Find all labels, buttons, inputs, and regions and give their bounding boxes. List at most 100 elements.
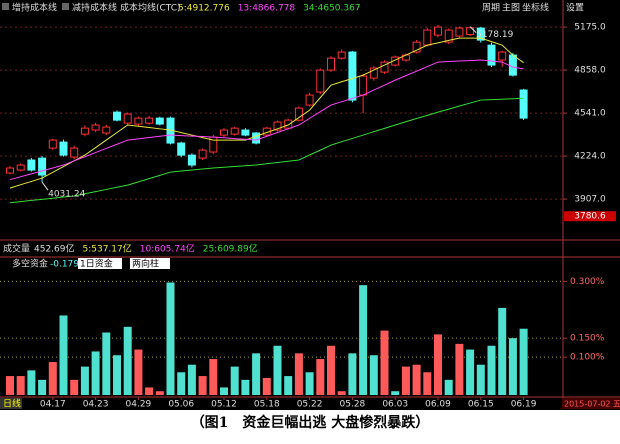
toolbar-item[interactable]: 设置 bbox=[566, 3, 584, 14]
bar bbox=[102, 332, 111, 395]
bar bbox=[273, 345, 282, 395]
period-label[interactable]: 日线 bbox=[3, 398, 21, 410]
y-tick-label: 0.100% bbox=[570, 353, 605, 363]
legend-title: 成本均线(CTC) bbox=[120, 2, 181, 14]
candle-body bbox=[16, 164, 25, 171]
candle-body bbox=[466, 27, 475, 36]
y-tick-label: 3907.0 bbox=[574, 195, 606, 205]
ma-line bbox=[9, 37, 524, 189]
bar bbox=[348, 353, 357, 395]
candle-body bbox=[487, 44, 496, 66]
dropdown[interactable] bbox=[130, 258, 170, 269]
bar bbox=[369, 355, 378, 395]
candle-body bbox=[294, 107, 303, 121]
dropdown-label[interactable]: 两向柱 bbox=[132, 258, 159, 270]
annotation-arrow bbox=[469, 26, 477, 34]
bar bbox=[155, 391, 164, 395]
bar bbox=[145, 387, 154, 395]
x-tick-label: 06.03 bbox=[382, 400, 408, 410]
candle-body bbox=[113, 111, 121, 121]
low-label: 3780.6 bbox=[574, 212, 606, 222]
bar bbox=[444, 379, 453, 395]
y-tick-label: 4224.0 bbox=[574, 152, 606, 162]
candle-body bbox=[91, 124, 100, 131]
candle-body bbox=[316, 69, 325, 93]
legend-entry: 5:4912.776 bbox=[178, 4, 230, 14]
bar bbox=[337, 391, 346, 395]
candle-body bbox=[273, 121, 282, 131]
bar bbox=[134, 349, 143, 395]
bar bbox=[380, 330, 389, 395]
dropdown-label[interactable]: 1日资金 bbox=[80, 258, 113, 270]
candle-body bbox=[6, 167, 14, 174]
candle-body bbox=[508, 54, 517, 76]
candle-body bbox=[327, 57, 335, 71]
toolbar-item[interactable]: 坐标线 bbox=[522, 2, 549, 14]
bar bbox=[487, 345, 496, 395]
candle-body bbox=[305, 94, 314, 106]
bar bbox=[220, 387, 228, 395]
x-tick-label: 04.17 bbox=[40, 400, 66, 410]
panel-title: 多空资金 bbox=[12, 258, 48, 270]
bar bbox=[519, 328, 528, 395]
checkbox[interactable] bbox=[62, 3, 69, 10]
candle-body bbox=[337, 51, 346, 59]
bar bbox=[498, 307, 507, 395]
bar bbox=[70, 379, 79, 395]
y-tick-label: 4858.0 bbox=[574, 66, 606, 76]
candle-body bbox=[230, 127, 239, 135]
bar bbox=[241, 379, 250, 395]
current-value: -0.179% bbox=[50, 260, 88, 270]
checkbox[interactable] bbox=[2, 3, 9, 10]
volume-value: 10:605.74亿 bbox=[140, 243, 195, 255]
candle-body bbox=[519, 89, 528, 119]
period-tab[interactable] bbox=[0, 398, 22, 409]
candle-body bbox=[220, 129, 228, 136]
annotation: 4031.24 bbox=[48, 190, 85, 200]
toolbar-item[interactable]: 周期 bbox=[482, 3, 500, 14]
x-tick-label: 05.18 bbox=[254, 400, 280, 410]
legend-entry: 13:4866.778 bbox=[238, 4, 296, 14]
bar bbox=[455, 343, 464, 395]
y-tick-label: 5175.0 bbox=[574, 23, 606, 33]
dropdown[interactable] bbox=[78, 258, 122, 269]
y-tick-label: 0.300% bbox=[570, 277, 605, 287]
toolbar-item[interactable]: 主图 bbox=[502, 2, 520, 14]
bar bbox=[294, 353, 303, 395]
candle-body bbox=[177, 142, 186, 156]
x-tick-label: 04.23 bbox=[83, 400, 109, 410]
candle-body bbox=[284, 119, 293, 129]
candle-body bbox=[391, 56, 400, 66]
candle-body bbox=[369, 67, 378, 79]
candle-body bbox=[444, 29, 453, 43]
candle-body bbox=[434, 26, 442, 36]
bar bbox=[284, 376, 293, 395]
bar bbox=[123, 326, 132, 395]
bar bbox=[38, 379, 47, 395]
ma-line bbox=[9, 97, 524, 204]
candle-body bbox=[241, 129, 250, 136]
x-tick-label: 06.15 bbox=[468, 400, 494, 410]
candle-body bbox=[38, 157, 47, 176]
x-tick-label: 05.22 bbox=[297, 400, 323, 410]
indicator[interactable]: 增持成本线 bbox=[12, 2, 57, 14]
bar bbox=[27, 370, 36, 395]
bar bbox=[187, 364, 196, 395]
candle-body bbox=[59, 141, 68, 156]
bar bbox=[412, 364, 421, 395]
bar bbox=[434, 334, 442, 395]
bar bbox=[327, 345, 335, 395]
candle-body bbox=[423, 29, 432, 46]
bar bbox=[209, 359, 218, 395]
bar bbox=[305, 372, 314, 395]
candle-body bbox=[348, 51, 357, 101]
bar bbox=[48, 362, 57, 395]
bar bbox=[466, 349, 475, 395]
bar bbox=[230, 366, 239, 395]
bar bbox=[262, 377, 271, 395]
y-tick-label: 4541.0 bbox=[574, 109, 606, 119]
bar bbox=[177, 372, 186, 395]
indicator[interactable]: 减持成本线 bbox=[72, 2, 117, 14]
bar bbox=[198, 376, 207, 395]
